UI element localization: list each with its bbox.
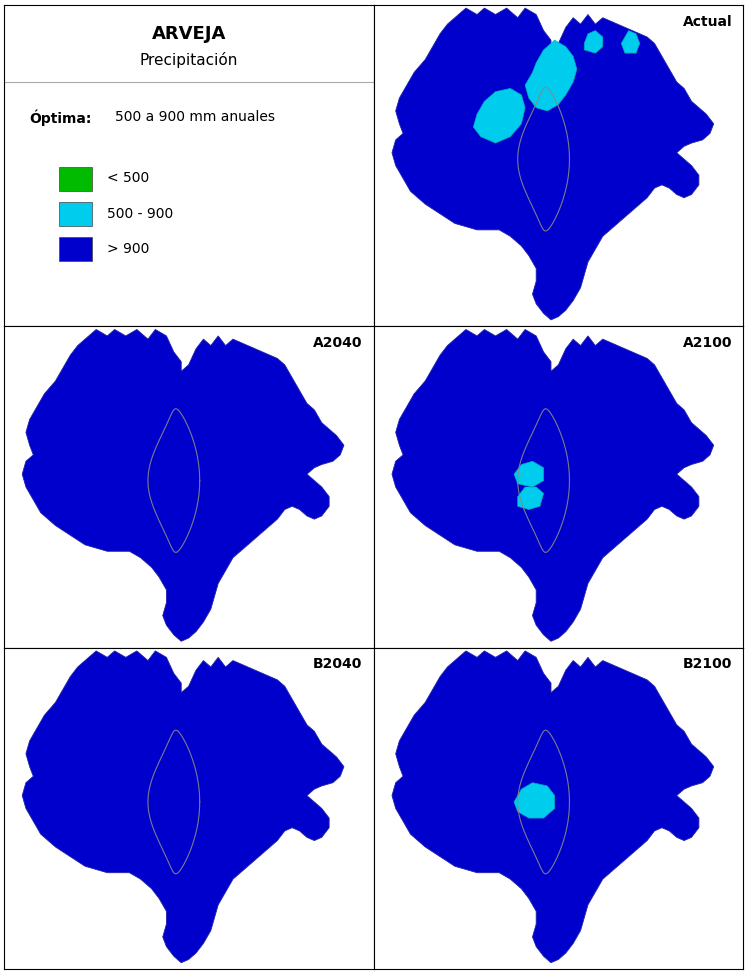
Polygon shape — [514, 462, 544, 487]
Polygon shape — [392, 8, 713, 319]
Text: < 500: < 500 — [108, 171, 149, 185]
Polygon shape — [514, 783, 555, 818]
Polygon shape — [392, 329, 713, 641]
Text: Óptima:: Óptima: — [30, 109, 92, 126]
Text: ARVEJA: ARVEJA — [152, 24, 226, 43]
Polygon shape — [22, 651, 344, 962]
Polygon shape — [392, 651, 713, 962]
Polygon shape — [474, 89, 525, 143]
Polygon shape — [584, 30, 603, 54]
Polygon shape — [622, 30, 639, 54]
Text: > 900: > 900 — [108, 243, 149, 256]
Polygon shape — [22, 329, 344, 641]
Bar — [59, 167, 93, 191]
Text: B2100: B2100 — [683, 657, 732, 671]
Text: A2100: A2100 — [683, 336, 732, 350]
Text: Precipitación: Precipitación — [140, 52, 238, 67]
Text: 500 - 900: 500 - 900 — [108, 206, 173, 221]
Bar — [59, 202, 93, 226]
Text: B2040: B2040 — [313, 657, 362, 671]
Text: Actual: Actual — [683, 15, 732, 28]
Text: 500 a 900 mm anuales: 500 a 900 mm anuales — [114, 110, 275, 125]
Bar — [59, 238, 93, 261]
Polygon shape — [518, 487, 544, 509]
Text: A2040: A2040 — [313, 336, 362, 350]
Polygon shape — [525, 40, 577, 111]
